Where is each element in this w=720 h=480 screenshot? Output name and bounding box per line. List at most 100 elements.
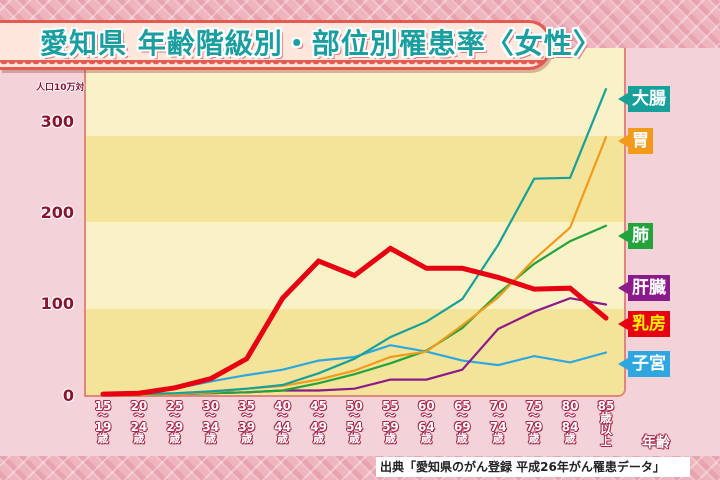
legend-label-colon: 大腸 [618, 86, 670, 112]
x-tick-to: 19 [94, 420, 112, 434]
y-tick-100: 100 [40, 294, 74, 313]
x-tick-to: 84 [561, 420, 579, 434]
x-tick-label: 55 〜 59 歳 [376, 400, 404, 445]
x-tick-from: 70 [489, 399, 507, 413]
x-tick-from: 45 [310, 399, 327, 413]
x-tick-to: 24 [130, 420, 148, 434]
x-tick-sep: 〜 [457, 411, 468, 422]
x-tick-suffix: 歳 [169, 432, 181, 445]
x-tick-label: 75 〜 79 歳 [520, 400, 548, 445]
x-tick-to: 29 [166, 420, 184, 434]
x-tick-from: 30 [202, 399, 220, 413]
x-tick-from: 65 [453, 399, 471, 413]
x-tick-sep: 〜 [205, 411, 216, 422]
legend-text: 乳房 [632, 314, 666, 334]
x-tick-suffix: 歳 [205, 432, 217, 445]
x-axis-label: 年齢 [642, 435, 670, 451]
x-tick-label: 85 歳以上 [592, 400, 620, 448]
x-tick-sep: 〜 [349, 411, 360, 422]
x-tick-to: 69 [453, 420, 471, 434]
x-tick-suffix: 歳 [420, 432, 432, 445]
x-tick-label: 35 〜 39 歳 [233, 400, 261, 445]
x-tick-sep: 〜 [133, 411, 144, 422]
x-tick-to: 64 [418, 420, 435, 434]
x-tick-to: 54 [346, 420, 363, 434]
x-tick-suffix: 歳 [349, 432, 360, 445]
x-tick-label: 25 〜 29 歳 [161, 400, 189, 445]
x-tick-sep: 〜 [385, 411, 396, 422]
legend-label-liver: 肝臓 [618, 275, 670, 301]
series-line-肝臓 [101, 297, 608, 397]
x-tick-suffix: 歳 [97, 432, 109, 445]
title-banner-scallop [0, 60, 544, 68]
x-tick-label: 70 〜 74 歳 [484, 400, 512, 445]
x-tick-sep: 歳 [600, 411, 613, 425]
legend-text: 肺 [632, 226, 649, 246]
legend-text: 子宮 [632, 354, 666, 374]
x-tick-label: 20 〜 24 歳 [125, 400, 153, 445]
x-tick-suffix: 歳 [313, 432, 325, 445]
x-tick-sep: 〜 [565, 411, 576, 422]
x-tick-from: 40 [274, 399, 291, 413]
legend-text: 大腸 [632, 89, 666, 109]
legend-label-stomach: 胃 [618, 128, 653, 154]
x-tick-suffix: 歳 [564, 432, 576, 445]
x-tick-suffix: 歳 [492, 432, 504, 445]
x-tick-suffix: 歳 [384, 432, 396, 445]
x-tick-sep: 〜 [98, 411, 108, 422]
x-tick-sep: 〜 [241, 411, 252, 422]
x-tick-from: 15 [94, 399, 112, 413]
x-tick-suffix: 歳 [241, 432, 253, 445]
y-tick-300: 300 [40, 112, 74, 131]
x-tick-from: 60 [418, 399, 435, 413]
legend-label-breast: 乳房 [618, 311, 670, 337]
x-tick-to: 39 [238, 420, 256, 434]
legend-label-lung: 肺 [618, 223, 653, 249]
y-tick-200: 200 [40, 203, 74, 222]
source-caption: 出典「愛知県のがん登録 平成26年がん罹患データ」 [376, 457, 690, 477]
x-tick-from: 25 [166, 399, 184, 413]
y-axis-unit: 人口10万対 [36, 83, 85, 93]
x-tick-label: 45 〜 49 歳 [305, 400, 333, 445]
x-tick-to: 44 [274, 420, 291, 434]
legend-text: 胃 [632, 131, 649, 151]
x-tick-to: 79 [525, 420, 543, 434]
x-tick-sep: 〜 [313, 411, 324, 422]
x-tick-from: 75 [525, 399, 543, 413]
legend-label-uterus: 子宮 [618, 351, 670, 377]
x-tick-to: 以 [600, 423, 613, 437]
x-tick-label: 65 〜 69 歳 [448, 400, 476, 445]
x-tick-from: 20 [130, 399, 148, 413]
plot-area [84, 48, 626, 397]
plot-band [86, 309, 624, 395]
y-tick-0: 0 [62, 386, 74, 405]
x-tick-suffix: 歳 [528, 432, 540, 445]
x-tick-from: 35 [238, 399, 256, 413]
series-line-大腸 [101, 87, 608, 397]
series-line-乳房 [100, 245, 609, 397]
x-tick-label: 80 〜 84 歳 [556, 400, 584, 445]
x-tick-sep: 〜 [493, 411, 504, 422]
x-tick-label: 15 〜 19 歳 [89, 400, 117, 445]
x-tick-label: 60 〜 64 歳 [412, 400, 440, 445]
x-tick-sep: 〜 [529, 411, 540, 422]
legend-text: 肝臓 [632, 278, 666, 298]
x-tick-to: 74 [489, 420, 507, 434]
chart-title: 愛知県 年齢階級別・部位別罹患率〈女性〉 [40, 27, 602, 60]
x-tick-suffix: 歳 [133, 432, 145, 445]
x-tick-label: 30 〜 34 歳 [197, 400, 225, 445]
x-tick-to: 49 [310, 420, 327, 434]
x-tick-from: 85 [597, 399, 615, 413]
x-tick-label: 40 〜 44 歳 [269, 400, 297, 445]
x-tick-to: 34 [202, 420, 220, 434]
x-tick-from: 55 [382, 399, 399, 413]
x-tick-suffix: 歳 [456, 432, 468, 445]
x-tick-sep: 〜 [277, 411, 288, 422]
x-tick-sep: 〜 [421, 411, 432, 422]
x-tick-from: 80 [561, 399, 579, 413]
x-tick-to: 59 [382, 420, 399, 434]
x-tick-label: 50 〜 54 歳 [341, 400, 369, 445]
x-tick-sep: 〜 [169, 411, 180, 422]
x-tick-suffix: 歳 [277, 432, 289, 445]
